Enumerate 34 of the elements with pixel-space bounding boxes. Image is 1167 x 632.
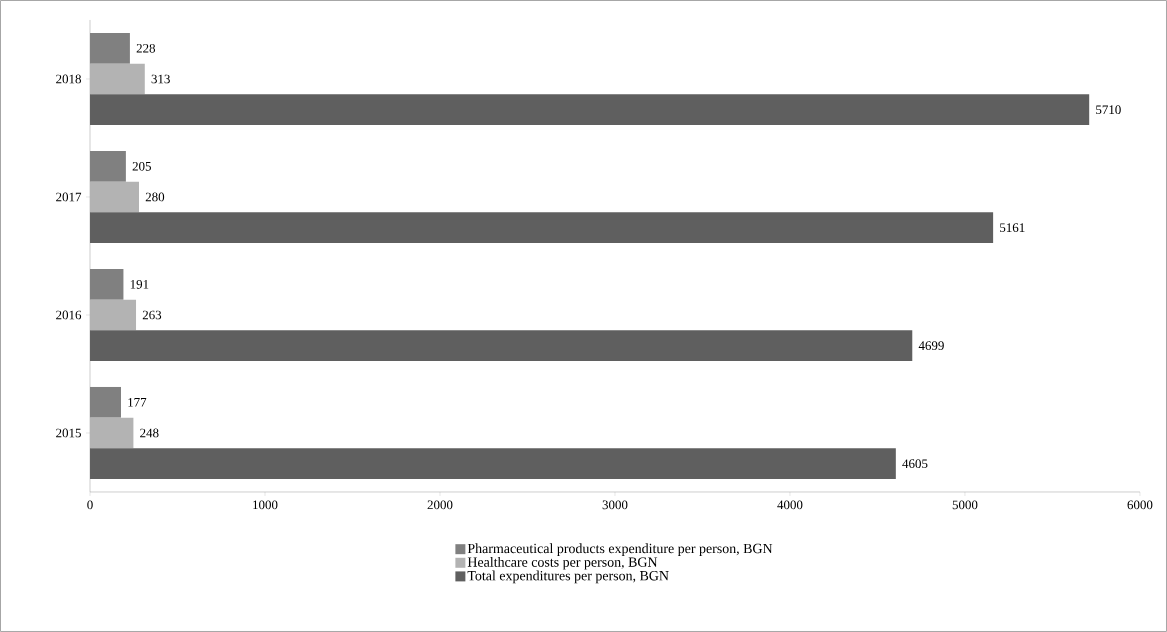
data-label: 263 [142,310,162,320]
x-tick-label: 0 [87,500,93,510]
legend-label: Pharmaceutical products expenditure per person, BGN [467,543,773,557]
data-label: 5161 [1000,223,1025,233]
data-label: 4699 [918,341,944,351]
bar [90,181,140,213]
y-tick-label: 2017 [56,192,82,202]
data-label: 280 [145,192,165,202]
bar [90,448,896,479]
y-tick-label: 2016 [56,310,82,320]
y-tick-label: 2015 [56,428,81,438]
legend-label: Total expenditures per person, BGN [467,570,669,584]
data-label: 313 [151,74,170,84]
bar [90,330,913,361]
bar [90,417,134,449]
legend-label: Healthcare costs per person, BGN [467,556,658,570]
data-label: 205 [132,161,151,171]
bar [90,63,145,95]
x-tick-label: 5000 [952,500,978,510]
data-label: 191 [130,279,149,289]
x-tick-label: 4000 [777,500,803,510]
data-label: 4605 [902,459,928,469]
x-tick-label: 1000 [253,500,278,510]
x-tick-label: 2000 [427,500,453,510]
bar [90,94,1090,126]
x-tick-label: 3000 [602,500,628,510]
bar [90,212,994,244]
data-label: 248 [140,428,159,438]
x-tick-label: 6000 [1127,500,1153,510]
bar [90,299,137,331]
data-label: 228 [136,43,156,53]
y-tick-label: 2018 [56,74,81,84]
data-label: 5710 [1096,105,1121,115]
data-label: 177 [128,398,147,407]
